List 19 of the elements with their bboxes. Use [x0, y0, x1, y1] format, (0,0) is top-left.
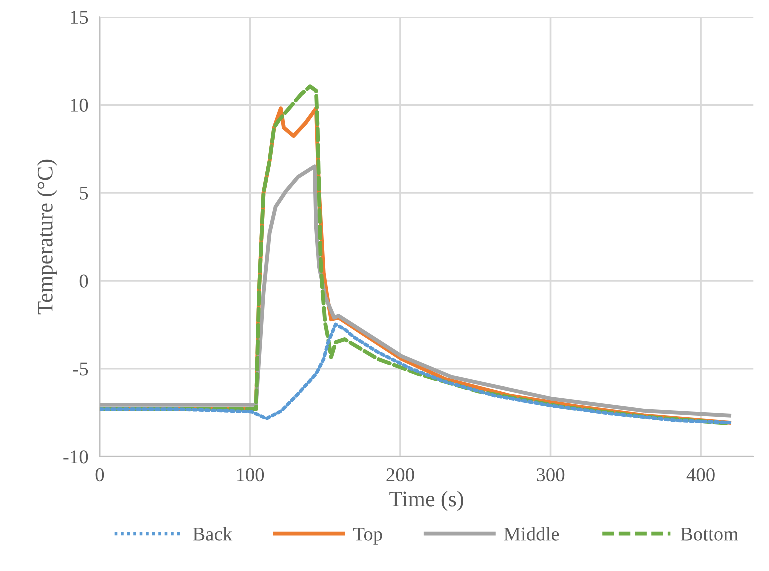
- x-tick-label: 300: [537, 468, 565, 482]
- x-tick-label: 200: [386, 468, 414, 482]
- legend-label: Bottom: [680, 528, 738, 541]
- y-tick-label: 15: [71, 11, 88, 24]
- y-tick-label: 5: [80, 187, 88, 200]
- legend-label: Top: [354, 528, 382, 545]
- x-tick-label: 100: [237, 468, 264, 482]
- legend-label: Middle: [504, 527, 560, 541]
- x-tick-label: 400: [686, 468, 715, 482]
- y-axis-title: Temperature (°C): [37, 160, 58, 315]
- y-tick-label: -5: [73, 362, 88, 376]
- legend-label: Back: [193, 527, 233, 541]
- line-series: [100, 322, 732, 425]
- y-tick-label: 10: [71, 98, 88, 112]
- y-tick-label: -10: [64, 450, 88, 464]
- line-series: [100, 164, 732, 418]
- x-tick-label: 0: [96, 468, 104, 482]
- y-tick-label: 0: [80, 274, 88, 288]
- x-axis-title: Time (s): [390, 491, 464, 512]
